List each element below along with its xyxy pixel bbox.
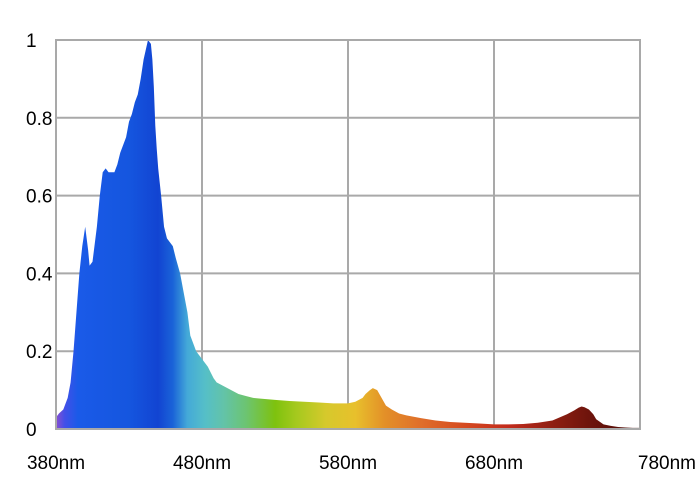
x-axis-ticks: 380nm 480nm 580nm 680nm 780nm xyxy=(27,453,696,474)
x-tick-label: 680nm xyxy=(465,453,523,474)
y-tick-label: 0 xyxy=(26,420,37,441)
x-tick-label: 580nm xyxy=(319,453,377,474)
spectrum-area xyxy=(56,40,640,429)
y-tick-label: 0.6 xyxy=(26,187,52,208)
y-tick-label: 0.4 xyxy=(26,264,53,285)
x-tick-label: 480nm xyxy=(173,453,231,474)
x-tick-label: 780nm xyxy=(638,453,696,474)
plot-frame xyxy=(55,39,641,430)
y-tick-label: 0.2 xyxy=(26,342,52,363)
x-tick-label: 380nm xyxy=(27,453,85,474)
y-tick-label: 1 xyxy=(26,31,37,52)
y-axis-ticks: 0 0.2 0.4 0.6 0.8 1 xyxy=(26,31,53,441)
y-tick-label: 0.8 xyxy=(26,109,52,130)
